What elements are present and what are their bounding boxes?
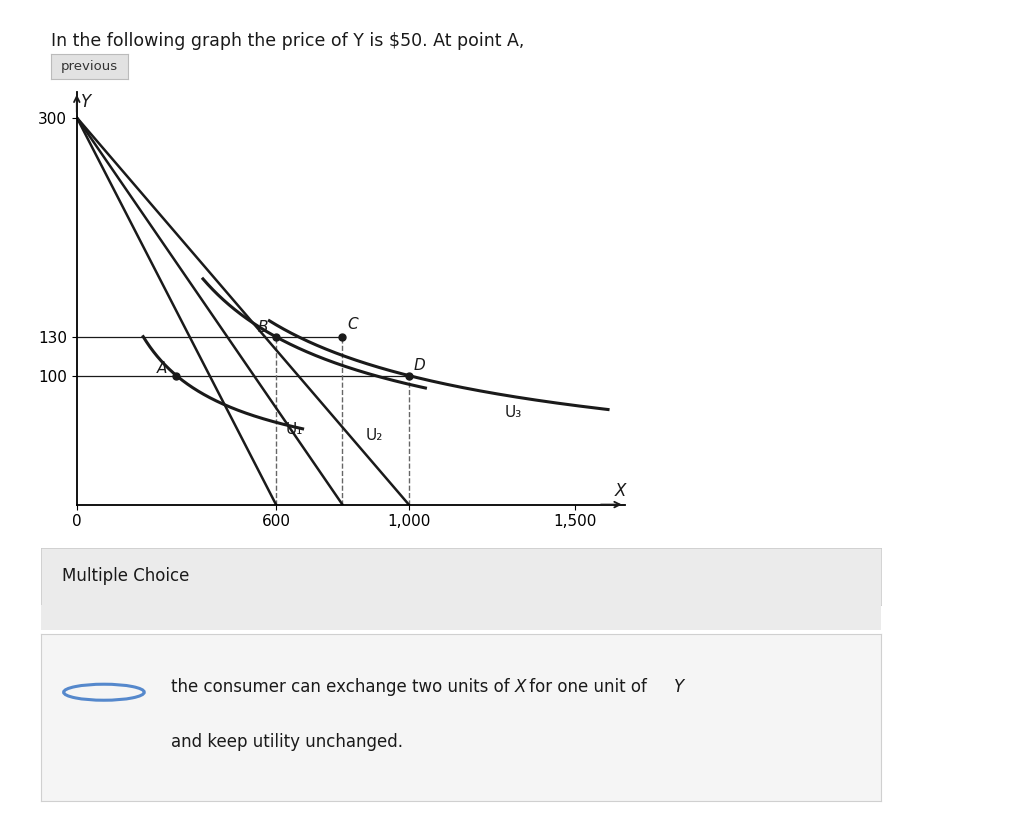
Text: X: X: [614, 481, 626, 500]
Text: X: X: [515, 678, 526, 696]
Text: B: B: [258, 319, 268, 334]
Text: In the following graph the price of Y is $50. At point A,: In the following graph the price of Y is…: [51, 32, 524, 50]
Text: for one unit of: for one unit of: [523, 678, 652, 696]
Text: Y: Y: [81, 93, 91, 111]
Text: U₂: U₂: [366, 428, 383, 443]
Text: previous: previous: [61, 60, 118, 73]
Text: Multiple Choice: Multiple Choice: [61, 567, 189, 585]
Text: A: A: [157, 361, 167, 376]
Text: U₁: U₁: [286, 422, 303, 437]
Text: D: D: [414, 359, 426, 374]
Text: the consumer can exchange two units of: the consumer can exchange two units of: [171, 678, 515, 696]
Text: Y: Y: [674, 678, 684, 696]
Text: C: C: [347, 317, 358, 332]
Text: U₃: U₃: [505, 404, 522, 420]
Text: and keep utility unchanged.: and keep utility unchanged.: [171, 733, 403, 751]
